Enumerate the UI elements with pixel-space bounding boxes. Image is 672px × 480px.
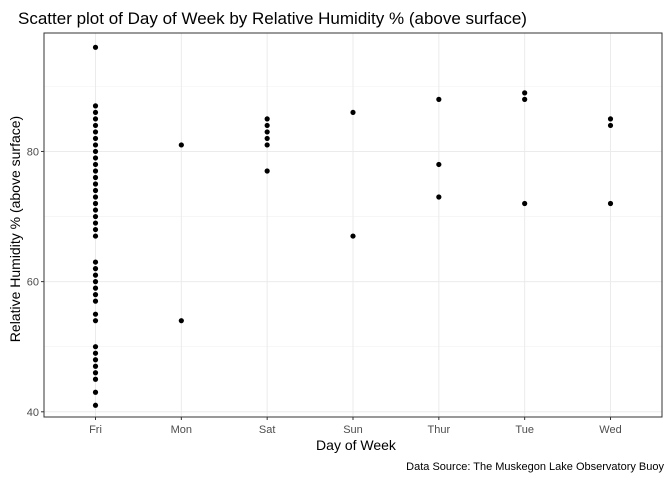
data-point <box>522 90 528 96</box>
data-point <box>92 168 99 174</box>
data-point <box>92 266 99 272</box>
data-point <box>436 96 442 102</box>
data-point <box>92 259 99 265</box>
x-axis: Fri Mon Sat Sun Thur Tue Wed <box>89 417 622 436</box>
data-point <box>92 318 99 324</box>
data-point <box>264 168 270 174</box>
data-point <box>92 311 99 317</box>
x-tick-label: Mon <box>171 424 192 436</box>
data-point <box>92 213 99 220</box>
data-point <box>92 148 99 155</box>
y-tick-label: 60 <box>27 277 39 289</box>
data-point <box>178 142 184 148</box>
data-point <box>350 109 356 116</box>
data-point <box>92 161 99 168</box>
x-tick-label: Fri <box>89 424 102 436</box>
data-point <box>92 370 99 376</box>
data-point <box>92 220 99 226</box>
x-tick-label: Tue <box>515 424 534 436</box>
x-tick-label: Wed <box>599 424 621 436</box>
data-point <box>264 135 270 142</box>
y-tick-label: 40 <box>27 407 39 419</box>
data-point <box>92 285 99 291</box>
data-point <box>522 96 528 102</box>
data-point <box>92 279 99 285</box>
data-point <box>92 174 99 181</box>
data-point <box>607 116 614 122</box>
plot-area <box>43 32 663 418</box>
data-point <box>92 363 99 369</box>
data-point <box>92 129 99 135</box>
data-point <box>92 135 99 142</box>
x-axis-title: Day of Week <box>316 437 397 453</box>
data-point <box>92 109 99 116</box>
data-point <box>92 233 99 239</box>
data-point <box>92 292 99 298</box>
data-point <box>92 357 99 363</box>
data-point <box>264 116 270 122</box>
data-point <box>92 181 99 187</box>
data-point <box>178 318 184 324</box>
y-tick-label: 80 <box>27 146 39 158</box>
data-point <box>92 344 99 350</box>
data-point <box>607 122 614 129</box>
data-point <box>264 122 270 129</box>
data-point <box>436 194 442 200</box>
y-axis: 40 60 80 <box>27 146 44 419</box>
data-source-caption: Data Source: The Muskegon Lake Observato… <box>406 461 664 473</box>
data-point <box>436 161 442 168</box>
data-point <box>92 155 99 161</box>
data-point <box>92 350 99 356</box>
data-point <box>92 194 99 200</box>
data-point <box>92 389 99 395</box>
data-point <box>92 116 99 122</box>
data-point <box>92 226 99 233</box>
data-point <box>92 272 99 278</box>
data-point <box>92 44 99 50</box>
data-point <box>92 122 99 129</box>
data-point <box>92 207 99 213</box>
data-points <box>92 44 614 408</box>
data-point <box>607 200 614 207</box>
x-tick-label: Sat <box>259 424 276 436</box>
y-axis-title: Relative Humidity % (above surface) <box>7 116 23 342</box>
x-tick-label: Thur <box>428 424 451 436</box>
data-point <box>350 233 356 239</box>
data-point <box>522 200 528 207</box>
data-point <box>92 187 99 194</box>
data-point <box>92 376 99 382</box>
data-point <box>92 142 99 148</box>
data-point <box>92 103 99 109</box>
data-point <box>92 298 99 304</box>
chart-title: Scatter plot of Day of Week by Relative … <box>18 9 527 28</box>
data-point <box>92 200 99 207</box>
data-point <box>264 129 270 135</box>
x-tick-label: Sun <box>343 424 363 436</box>
data-point <box>92 402 99 408</box>
data-point <box>264 142 270 148</box>
